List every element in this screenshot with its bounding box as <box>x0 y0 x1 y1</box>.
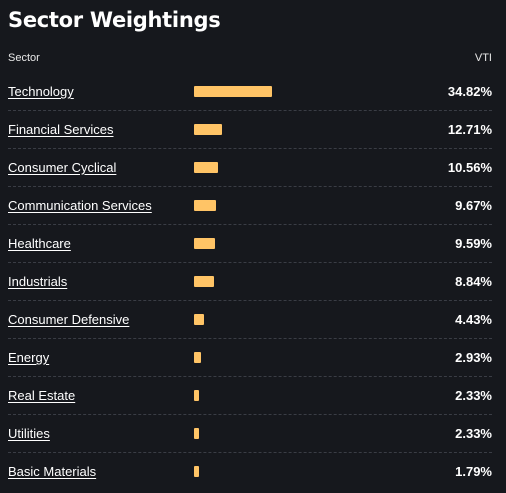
table-header: Sector VTI <box>8 43 492 73</box>
sector-weight: 1.79% <box>455 464 492 479</box>
weight-bar <box>194 276 214 287</box>
sector-link[interactable]: Financial Services <box>8 122 114 137</box>
sector-list: Technology 34.82% Financial Services 12.… <box>8 73 492 490</box>
sector-link[interactable]: Energy <box>8 350 50 365</box>
sector-link[interactable]: Consumer Cyclical <box>8 160 117 175</box>
weight-bar <box>194 200 216 211</box>
weight-bar <box>194 124 222 135</box>
sector-link[interactable]: Real Estate <box>8 388 76 403</box>
sector-weight: 9.59% <box>455 236 492 251</box>
sector-weight: 9.67% <box>455 198 492 213</box>
sector-row: Healthcare 9.59% <box>8 225 492 263</box>
panel-title: Sector Weightings <box>8 8 221 32</box>
fund-column-header: VTI <box>474 52 492 64</box>
sector-link[interactable]: Consumer Defensive <box>8 312 130 327</box>
weight-bar <box>194 86 272 97</box>
sector-row: Consumer Defensive 4.43% <box>8 301 492 339</box>
sector-weight: 2.93% <box>455 350 492 365</box>
weight-bar-track <box>194 263 274 300</box>
weight-bar-track <box>194 415 274 452</box>
sector-weight: 2.33% <box>455 426 492 441</box>
weight-bar <box>194 352 201 363</box>
sector-row: Real Estate 2.33% <box>8 377 492 415</box>
weight-bar <box>194 238 215 249</box>
sector-row: Financial Services 12.71% <box>8 111 492 149</box>
sector-row: Utilities 2.33% <box>8 415 492 453</box>
weight-bar-track <box>194 149 274 186</box>
sector-row: Basic Materials 1.79% <box>8 453 492 490</box>
sector-column-header: Sector <box>8 52 40 64</box>
weight-bar-track <box>194 453 274 490</box>
weight-bar-track <box>194 377 274 414</box>
sector-row: Technology 34.82% <box>8 73 492 111</box>
weight-bar <box>194 428 199 439</box>
weight-bar-track <box>194 73 274 110</box>
weight-bar-track <box>194 225 274 262</box>
sector-link[interactable]: Industrials <box>8 274 68 289</box>
sector-link[interactable]: Utilities <box>8 426 50 441</box>
sector-row: Communication Services 9.67% <box>8 187 492 225</box>
sector-link[interactable]: Basic Materials <box>8 464 97 479</box>
weight-bar <box>194 314 204 325</box>
weight-bar <box>194 466 199 477</box>
sector-weight: 2.33% <box>455 388 492 403</box>
weight-bar-track <box>194 111 274 148</box>
weight-bar-track <box>194 187 274 224</box>
sector-row: Consumer Cyclical 10.56% <box>8 149 492 187</box>
sector-weight: 34.82% <box>447 84 492 99</box>
sector-weight: 4.43% <box>455 312 492 327</box>
sector-row: Industrials 8.84% <box>8 263 492 301</box>
weight-bar <box>194 162 218 173</box>
sector-weight: 12.71% <box>447 122 492 137</box>
weight-bar <box>194 390 199 401</box>
sector-link[interactable]: Technology <box>8 84 74 99</box>
weight-bar-track <box>194 339 274 376</box>
sector-weight: 10.56% <box>447 160 492 175</box>
sector-link[interactable]: Healthcare <box>8 236 71 251</box>
sector-weight: 8.84% <box>455 274 492 289</box>
sector-row: Energy 2.93% <box>8 339 492 377</box>
sector-link[interactable]: Communication Services <box>8 198 152 213</box>
weight-bar-track <box>194 301 274 338</box>
